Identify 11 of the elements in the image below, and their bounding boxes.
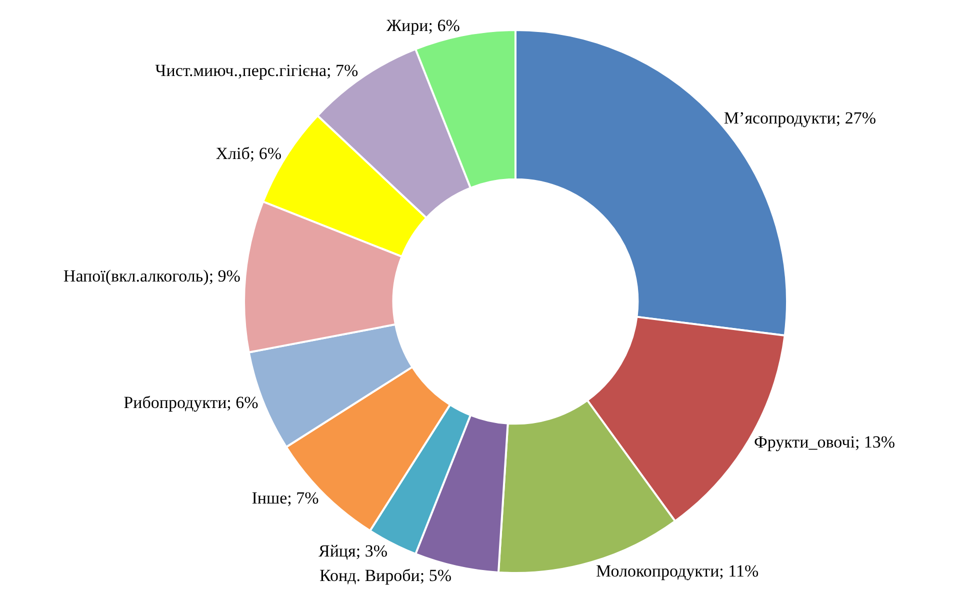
- slice-label: Рибопродукти; 6%: [124, 393, 258, 412]
- slice-label: Фрукти_овочі; 13%: [754, 432, 896, 452]
- slice-label: Хліб; 6%: [216, 144, 282, 163]
- slice-label: Яйця; 3%: [318, 541, 388, 560]
- slice-label: Напої(вкл.алкоголь); 9%: [63, 266, 240, 286]
- slice-label: Молокопродукти; 11%: [596, 561, 759, 580]
- slice-label: Чист.миюч.,перс.гігієна; 7%: [155, 60, 358, 80]
- slice-label: Конд. Вироби; 5%: [319, 566, 452, 586]
- slice-label: Інше; 7%: [252, 488, 319, 508]
- slice-label: М’ясопродукти; 27%: [724, 108, 876, 128]
- slice-label: Жири; 6%: [386, 16, 460, 36]
